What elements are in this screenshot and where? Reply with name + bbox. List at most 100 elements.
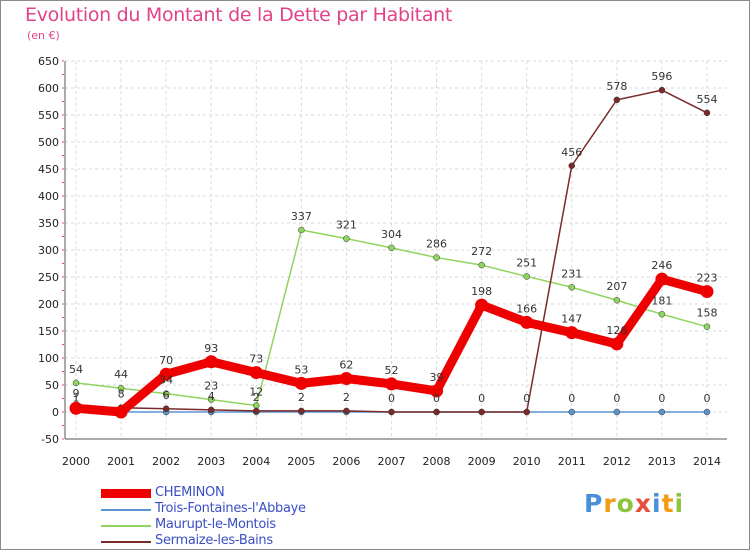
data-point [207, 396, 215, 403]
data-label: 2 [298, 391, 305, 404]
data-label: 93 [204, 342, 218, 355]
data-label: 2 [343, 391, 350, 404]
y-tick-label: 100 [38, 352, 59, 365]
data-label: 23 [204, 380, 218, 393]
data-point [294, 376, 308, 390]
x-tick-label: 2008 [423, 455, 451, 468]
data-label: 0 [523, 392, 530, 405]
data-point [159, 367, 173, 381]
data-point [69, 401, 83, 415]
data-point [117, 384, 125, 392]
data-point [204, 355, 218, 369]
chart-title: Evolution du Montant de la Dette par Hab… [25, 4, 453, 26]
y-tick-label: 650 [38, 55, 59, 68]
data-point [162, 405, 170, 413]
data-point [568, 408, 576, 416]
data-point [523, 408, 530, 416]
y-tick-label: 150 [38, 325, 59, 338]
data-label: 251 [516, 256, 537, 269]
data-label: 70 [159, 354, 173, 367]
data-point [249, 366, 263, 380]
legend-swatch [101, 489, 151, 498]
data-point [658, 311, 666, 318]
data-point [658, 408, 666, 416]
data-label: 0 [433, 392, 440, 405]
y-tick-label: 450 [38, 163, 59, 176]
data-point [162, 390, 170, 397]
data-label: 246 [651, 259, 672, 272]
data-label: 166 [516, 302, 537, 315]
data-point [253, 407, 260, 415]
data-label: 554 [696, 93, 717, 106]
data-label: 2 [253, 391, 260, 404]
data-label: 456 [561, 146, 582, 159]
data-point [655, 272, 669, 286]
data-point [475, 298, 489, 312]
data-label: 53 [294, 363, 308, 376]
data-label: 54 [69, 363, 83, 376]
data-point [613, 408, 621, 416]
data-point [613, 296, 621, 304]
legend-label: Maurupt-le-Montois [155, 517, 276, 532]
logo-letter: t [661, 489, 675, 518]
data-point [339, 372, 353, 386]
legend-label: Trois-Fontaines-l'Abbaye [155, 501, 306, 516]
y-tick-label: 350 [38, 217, 59, 230]
data-label: 0 [478, 392, 485, 405]
data-label: 596 [651, 70, 672, 83]
legend-swatch [101, 525, 151, 527]
y-tick-label: 500 [38, 136, 59, 149]
y-tick-label: 0 [52, 406, 59, 419]
logo-letter: o [616, 489, 635, 518]
data-label: 198 [471, 285, 492, 298]
x-tick-label: 2004 [242, 455, 270, 468]
data-label: 52 [384, 364, 398, 377]
x-tick-label: 2013 [648, 455, 676, 468]
data-point [610, 337, 624, 351]
data-label: 126 [606, 324, 627, 337]
data-label: 181 [651, 294, 672, 307]
x-tick-label: 2009 [468, 455, 496, 468]
data-label: 6 [163, 389, 170, 402]
data-label: 12 [249, 386, 263, 399]
data-point [565, 326, 579, 340]
x-tick-label: 2000 [62, 455, 90, 468]
x-tick-label: 2001 [107, 455, 135, 468]
data-point [703, 109, 711, 117]
data-point [520, 315, 534, 329]
data-label: 321 [336, 219, 357, 232]
x-tick-label: 2002 [152, 455, 180, 468]
data-label: 207 [606, 280, 627, 293]
legend-swatch [101, 509, 151, 511]
data-label: 578 [606, 80, 627, 93]
data-label: 44 [114, 368, 128, 381]
data-point [700, 285, 714, 299]
data-point [523, 273, 530, 280]
x-tick-label: 2011 [558, 455, 586, 468]
y-tick-label: 400 [38, 190, 59, 203]
legend-label: Sermaize-les-Bains [155, 533, 273, 548]
y-tick-label: 300 [38, 244, 59, 257]
data-point [433, 254, 440, 261]
legend-label: CHEMINON [155, 485, 225, 500]
data-label: 4 [208, 390, 215, 403]
data-point [207, 406, 215, 414]
data-point [298, 407, 305, 415]
logo-letter: i [652, 489, 662, 518]
y-tick-label: 550 [38, 109, 59, 122]
x-tick-label: 2005 [287, 455, 315, 468]
logo-letter: i [674, 489, 685, 518]
data-label: 158 [696, 307, 717, 320]
data-label: 0 [388, 392, 395, 405]
data-point [343, 235, 350, 242]
data-point [343, 407, 350, 415]
data-point [478, 408, 485, 416]
data-label: 0 [613, 392, 620, 405]
y-tick-label: 200 [38, 298, 59, 311]
data-point [433, 408, 440, 416]
x-tick-label: 2010 [513, 455, 541, 468]
data-label: 9 [73, 387, 80, 400]
x-tick-label: 2006 [332, 455, 360, 468]
